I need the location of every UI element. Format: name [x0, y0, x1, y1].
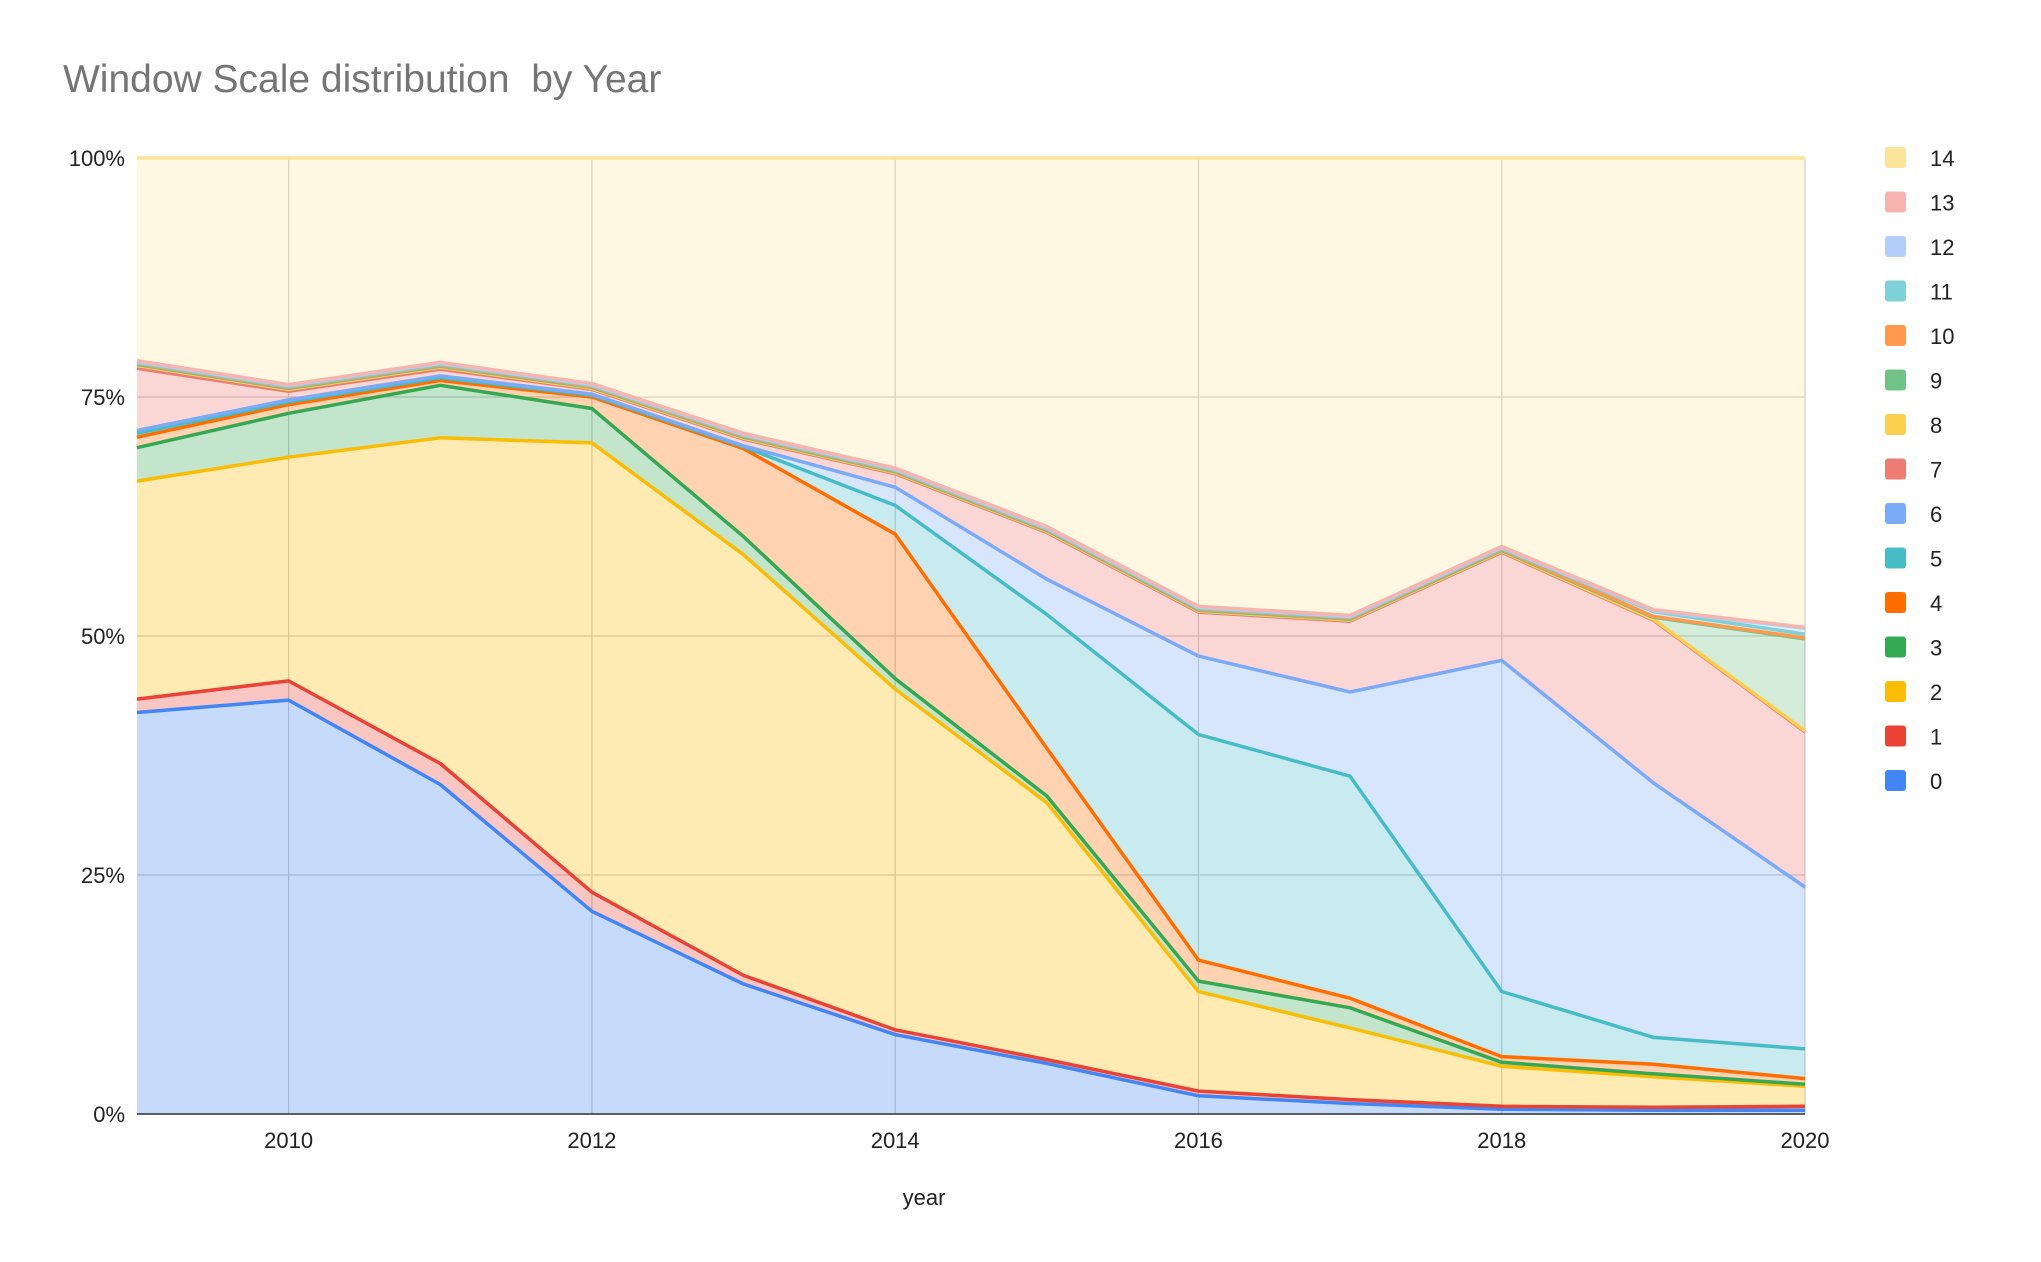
line-series-13 [136, 358, 1806, 630]
series-lines [136, 156, 1807, 1112]
legend-swatch-9 [1885, 369, 1906, 391]
legend-swatch-14 [1885, 147, 1906, 168]
legend-swatch-11 [1885, 280, 1906, 302]
x-tick-label: 2014 [871, 1128, 920, 1153]
area-series [137, 158, 1805, 1114]
legend-swatch-2 [1885, 681, 1906, 702]
legend-swatch-6 [1885, 503, 1906, 524]
legend-label-2: 2 [1930, 680, 1942, 705]
legend-label-12: 12 [1930, 235, 1954, 260]
area-series-7 [137, 368, 1805, 887]
legend-label-8: 8 [1930, 413, 1942, 438]
x-tick-label: 2012 [567, 1128, 616, 1153]
legend-label-0: 0 [1930, 769, 1942, 794]
axes: 0% 25% 50% 75% 100% 2010 2012 2014 2016 2018 2020 y… [69, 146, 1830, 1210]
legend-label-5: 5 [1930, 547, 1942, 572]
line-series-3 [136, 383, 1806, 1087]
area-series-0 [137, 700, 1805, 1114]
legend-swatch-5 [1885, 547, 1906, 569]
legend-swatch-3 [1885, 636, 1906, 658]
legend-swatch-4 [1885, 592, 1906, 613]
area-series-14 [137, 158, 1805, 628]
x-axis-title: year [903, 1185, 946, 1210]
legend-swatch-8 [1885, 414, 1906, 435]
line-series-2 [136, 436, 1806, 1088]
legend-swatch-12 [1885, 236, 1906, 257]
y-tick-label: 100% [69, 146, 125, 171]
area-series-5 [137, 377, 1805, 1079]
y-tick-label: 50% [81, 624, 125, 649]
grid [137, 157, 1806, 1115]
y-tick-label: 0% [93, 1102, 125, 1127]
legend-label-11: 11 [1930, 280, 1953, 305]
line-series-4 [136, 378, 1806, 1081]
x-tick-label: 2020 [1781, 1128, 1830, 1153]
area-series-6 [137, 375, 1805, 1049]
x-tick-label: 2010 [264, 1128, 313, 1153]
y-tick-label: 25% [81, 863, 125, 888]
area-series-4 [137, 380, 1805, 1085]
legend-swatch-0 [1885, 770, 1906, 791]
legend-label-6: 6 [1930, 502, 1942, 527]
line-series-5 [136, 375, 1806, 1051]
legend-swatch-10 [1885, 325, 1906, 346]
legend-swatch-1 [1885, 725, 1906, 747]
legend-label-7: 7 [1930, 458, 1942, 483]
legend-label-1: 1 [1930, 725, 1942, 750]
legend-label-9: 9 [1930, 369, 1942, 394]
legend-swatch-13 [1885, 191, 1906, 213]
line-series-1 [136, 679, 1806, 1110]
y-tick-label: 75% [81, 385, 125, 410]
line-series-0 [136, 698, 1805, 1112]
legend-label-4: 4 [1930, 591, 1942, 616]
legend-swatch-7 [1885, 458, 1906, 480]
legend-label-10: 10 [1930, 324, 1954, 349]
line-series-6 [136, 374, 1806, 889]
chart-title: Window Scale distribution by Year [63, 58, 662, 101]
legend-label-14: 14 [1930, 146, 1954, 171]
legend-label-13: 13 [1930, 191, 1954, 216]
x-tick-label: 2016 [1174, 1128, 1223, 1153]
legend-label-3: 3 [1930, 636, 1942, 661]
x-tick-label: 2018 [1477, 1128, 1526, 1153]
area-series-2 [137, 437, 1805, 1108]
